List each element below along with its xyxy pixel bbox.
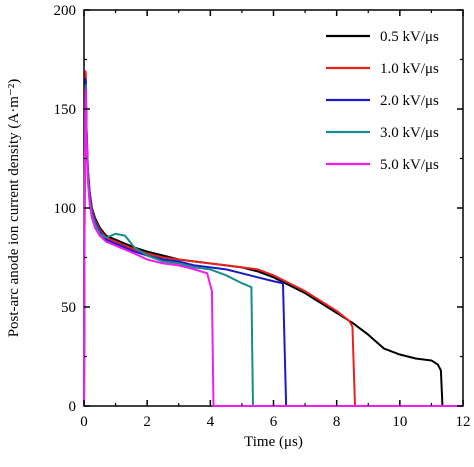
x-tick-label: 12 bbox=[456, 414, 471, 430]
series-line-1 bbox=[83, 72, 463, 407]
x-tick-label: 6 bbox=[270, 414, 278, 430]
y-tick-label: 0 bbox=[69, 399, 77, 415]
y-tick-label: 100 bbox=[54, 201, 77, 217]
series-line-5 bbox=[83, 88, 463, 407]
x-axis-label: Time (μs) bbox=[244, 434, 303, 450]
y-axis-label: Post-arc anode ion current density (A·m⁻… bbox=[6, 79, 22, 338]
y-tick-label: 50 bbox=[61, 300, 76, 316]
y-tick-label: 150 bbox=[54, 102, 77, 118]
x-tick-label: 0 bbox=[80, 414, 88, 430]
x-tick-label: 10 bbox=[392, 414, 407, 430]
legend: 0.5 kV/μs 1.0 kV/μs 2.0 kV/μs 3.0 kV/μs 5.0 … bbox=[326, 29, 439, 173]
series-lines bbox=[83, 70, 463, 407]
x-tick-label: 8 bbox=[333, 414, 341, 430]
x-tick-label: 4 bbox=[207, 414, 215, 430]
legend-label-4: 3.0 kV/μs bbox=[380, 125, 439, 141]
axis-ticks bbox=[83, 9, 464, 407]
legend-label-5: 5.0 kV/μs bbox=[380, 157, 439, 173]
x-tick-label: 2 bbox=[143, 414, 151, 430]
legend-label-1: 0.5 kV/μs bbox=[380, 29, 439, 45]
legend-label-3: 2.0 kV/μs bbox=[380, 93, 439, 109]
y-tick-label: 200 bbox=[54, 3, 77, 19]
tick-labels: 0 2 4 6 8 10 12 0 50 100 150 200 bbox=[54, 3, 471, 430]
legend-label-2: 1.0 kV/μs bbox=[380, 61, 439, 77]
